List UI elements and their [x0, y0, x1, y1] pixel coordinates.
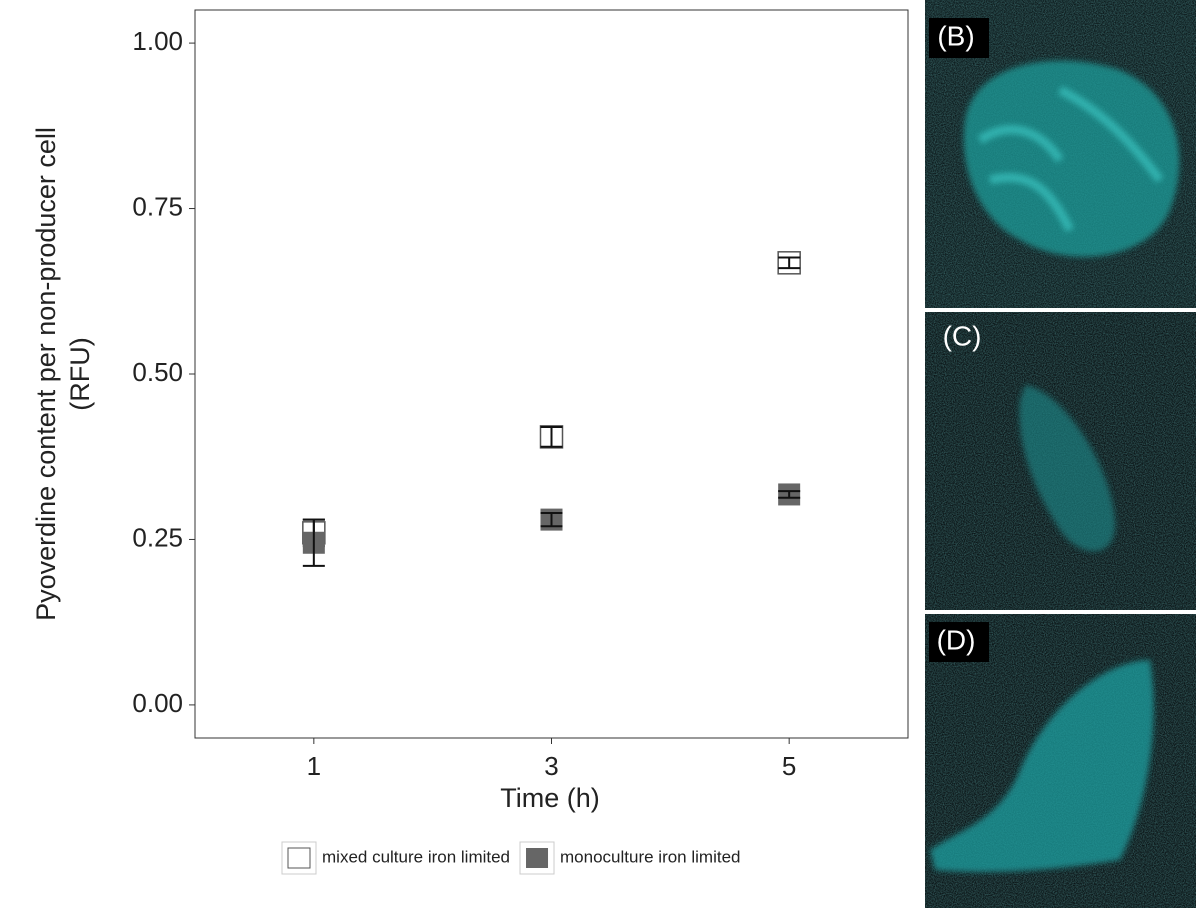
panel-b — [925, 0, 1196, 308]
y-axis-title: Pyoverdine content per non-producer cell — [31, 127, 61, 621]
error-bar — [540, 511, 563, 528]
y-axis-title: (RFU) — [65, 337, 95, 410]
legend-swatch — [287, 847, 311, 869]
error-bar — [778, 490, 801, 499]
y-tick-label: 0.00 — [132, 688, 183, 718]
y-tick-label: 1.00 — [132, 26, 183, 56]
x-tick-label: 1 — [307, 751, 321, 781]
error-bar — [778, 256, 801, 270]
panel-c — [925, 312, 1196, 610]
x-tick-label: 5 — [782, 751, 796, 781]
panel-label: (D) — [937, 624, 976, 655]
legend-label: monoculture iron limited — [560, 847, 740, 866]
panel-d — [925, 614, 1196, 908]
x-tick-label: 3 — [544, 751, 558, 781]
legend-swatch — [526, 848, 549, 868]
panel-label: (B) — [937, 20, 974, 51]
y-tick-label: 0.75 — [132, 191, 183, 221]
y-tick-label: 0.50 — [132, 357, 183, 387]
plot-frame — [194, 9, 909, 739]
legend-label: mixed culture iron limited — [322, 847, 510, 866]
error-bar — [540, 425, 563, 448]
x-axis-title: Time (h) — [500, 783, 600, 813]
panel-label: (C) — [943, 320, 982, 351]
y-tick-label: 0.25 — [132, 522, 183, 552]
error-bar — [302, 518, 325, 567]
